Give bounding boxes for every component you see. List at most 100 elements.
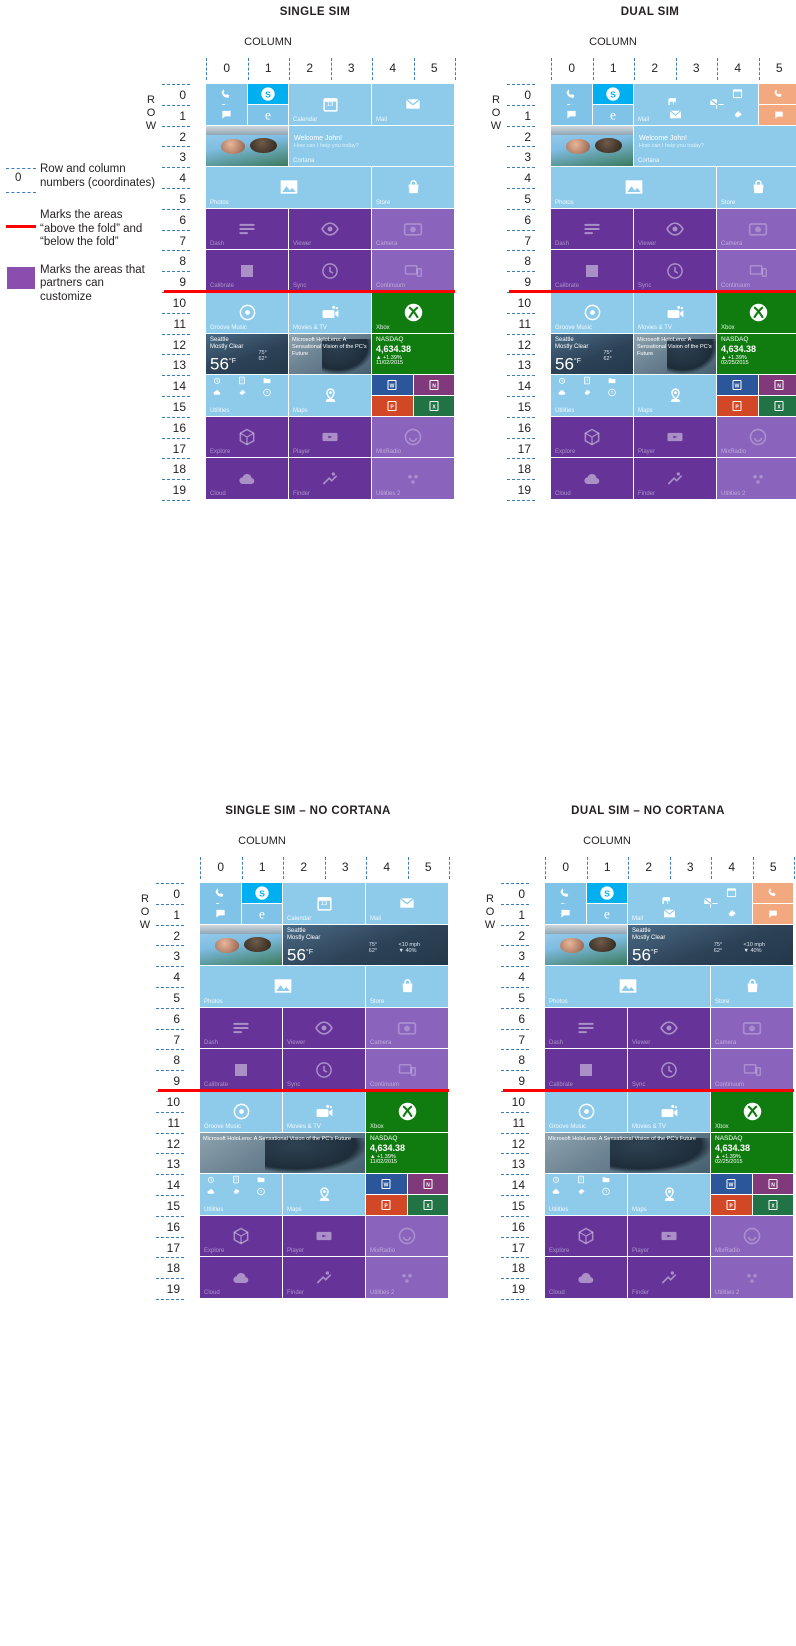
tile-powerpoint[interactable]: P bbox=[366, 1195, 407, 1215]
tile-messaging[interactable] bbox=[551, 104, 592, 125]
tile-people[interactable]: People bbox=[551, 125, 633, 167]
tile-news[interactable]: NewsMicrosoft HoloLens: A Sensational Vi… bbox=[289, 333, 371, 375]
tile-cloud[interactable]: Cloud bbox=[545, 1257, 627, 1298]
tile-maps[interactable]: Maps bbox=[283, 1174, 365, 1215]
tile-groove-music[interactable]: Groove Music bbox=[551, 292, 633, 333]
tile-mail[interactable]: Mail bbox=[634, 104, 716, 125]
tile-settings-2[interactable] bbox=[717, 104, 758, 125]
tile-money[interactable]: MoneyNASDAQ4,634.38▲ +1.39%11/02/2015 bbox=[366, 1132, 448, 1174]
tile-mail[interactable]: Mail bbox=[372, 84, 454, 125]
tile-sync[interactable]: Sync bbox=[289, 250, 371, 291]
tile-news[interactable]: NewsMicrosoft HoloLens: A Sensational Vi… bbox=[545, 1132, 710, 1174]
tile-player[interactable]: Player bbox=[283, 1215, 365, 1257]
tile-utilities-2[interactable]: Utilities 2 bbox=[711, 1257, 793, 1298]
tile-cloud[interactable]: Cloud bbox=[551, 458, 633, 499]
tile-continuum[interactable]: Continuum bbox=[711, 1049, 793, 1090]
tile-explore[interactable]: Explore bbox=[200, 1215, 282, 1257]
tile-word[interactable]: W bbox=[366, 1174, 407, 1194]
tile-finder[interactable]: Finder bbox=[634, 458, 716, 499]
tile-xbox[interactable]: Xbox bbox=[372, 292, 454, 333]
tile-utilities-2[interactable]: Utilities 2 bbox=[372, 458, 454, 499]
tile-utilities-2[interactable]: Utilities 2 bbox=[717, 458, 796, 499]
tile-sync[interactable]: Sync bbox=[628, 1049, 710, 1090]
tile-photos[interactable]: Photos bbox=[551, 167, 716, 208]
tile-people[interactable]: People bbox=[206, 125, 288, 167]
tile-phone-2[interactable] bbox=[758, 84, 796, 104]
tile-cloud[interactable]: Cloud bbox=[206, 458, 288, 499]
tile-messaging[interactable] bbox=[206, 104, 247, 125]
tile-weather[interactable]: WeatherSeattleMostly Clear56°F75°62°<10 … bbox=[283, 924, 448, 966]
tile-messaging[interactable] bbox=[545, 903, 586, 924]
tile-onenote[interactable]: N bbox=[407, 1174, 448, 1194]
tile-photos[interactable]: Photos bbox=[545, 966, 710, 1007]
tile-people[interactable]: People bbox=[200, 924, 282, 966]
tile-mixradio[interactable]: MixRadio bbox=[366, 1215, 448, 1257]
tile-store[interactable]: Store bbox=[717, 167, 796, 208]
tile-messaging[interactable] bbox=[200, 903, 241, 924]
tile-phone[interactable] bbox=[206, 84, 247, 104]
tile-calibrate[interactable]: Calibrate bbox=[206, 250, 288, 291]
tile-dash[interactable]: Dash bbox=[551, 208, 633, 250]
tile-excel[interactable]: X bbox=[752, 1195, 793, 1215]
tile-mail[interactable]: Mail bbox=[366, 883, 448, 924]
tile-viewer[interactable]: Viewer bbox=[628, 1007, 710, 1049]
tile-weather[interactable]: WeatherSeattleMostly Clear56°F75°62°<10 … bbox=[628, 924, 793, 966]
tile-messaging-2[interactable] bbox=[758, 104, 796, 125]
tile-cloud[interactable]: Cloud bbox=[200, 1257, 282, 1298]
tile-edge[interactable]: e bbox=[247, 104, 288, 125]
tile-word[interactable]: W bbox=[717, 375, 758, 395]
tile-excel[interactable]: X bbox=[407, 1195, 448, 1215]
tile-cortana[interactable]: Cortana Welcome John! How can I help you t… bbox=[634, 125, 796, 167]
tile-store[interactable]: Store bbox=[711, 966, 793, 1007]
tile-calendar-2[interactable] bbox=[711, 883, 752, 903]
tile-skype[interactable]: S bbox=[586, 883, 627, 903]
tile-groove-music[interactable]: Groove Music bbox=[545, 1091, 627, 1132]
tile-messaging-2[interactable] bbox=[752, 903, 793, 924]
tile-sync[interactable]: Sync bbox=[283, 1049, 365, 1090]
tile-phone-2[interactable] bbox=[752, 883, 793, 903]
tile-explore[interactable]: Explore bbox=[206, 416, 288, 458]
tile-excel[interactable]: X bbox=[758, 396, 796, 416]
tile-store[interactable]: Store bbox=[372, 167, 454, 208]
tile-edge[interactable]: e bbox=[241, 903, 282, 924]
tile-maps[interactable]: Maps bbox=[634, 375, 716, 416]
tile-movies-tv[interactable]: Movies & TV bbox=[283, 1091, 365, 1132]
tile-continuum[interactable]: Continuum bbox=[717, 250, 796, 291]
tile-news[interactable]: NewsMicrosoft HoloLens: A Sensational Vi… bbox=[200, 1132, 365, 1174]
tile-explore[interactable]: Explore bbox=[551, 416, 633, 458]
tile-dash[interactable]: Dash bbox=[200, 1007, 282, 1049]
tile-phone[interactable] bbox=[200, 883, 241, 903]
tile-phone[interactable] bbox=[551, 84, 592, 104]
tile-viewer[interactable]: Viewer bbox=[289, 208, 371, 250]
tile-mixradio[interactable]: MixRadio bbox=[711, 1215, 793, 1257]
tile-calibrate[interactable]: Calibrate bbox=[200, 1049, 282, 1090]
tile-continuum[interactable]: Continuum bbox=[366, 1049, 448, 1090]
tile-skype[interactable]: S bbox=[247, 84, 288, 104]
tile-explore[interactable]: Explore bbox=[545, 1215, 627, 1257]
tile-powerpoint[interactable]: P bbox=[372, 396, 413, 416]
tile-money[interactable]: MoneyNASDAQ4,634.38▲ +1.39%02/25/2015 bbox=[717, 333, 796, 375]
tile-utilities-2[interactable]: Utilities 2 bbox=[366, 1257, 448, 1298]
tile-powerpoint[interactable]: P bbox=[711, 1195, 752, 1215]
tile-sync[interactable]: Sync bbox=[634, 250, 716, 291]
tile-calendar-2[interactable] bbox=[717, 84, 758, 104]
tile-groove-music[interactable]: Groove Music bbox=[200, 1091, 282, 1132]
tile-edge[interactable]: e bbox=[586, 903, 627, 924]
tile-skype[interactable]: S bbox=[241, 883, 282, 903]
tile-viewer[interactable]: Viewer bbox=[634, 208, 716, 250]
tile-dash[interactable]: Dash bbox=[206, 208, 288, 250]
tile-calibrate[interactable]: Calibrate bbox=[545, 1049, 627, 1090]
tile-word[interactable]: W bbox=[372, 375, 413, 395]
tile-finder[interactable]: Finder bbox=[283, 1257, 365, 1298]
tile-player[interactable]: Player bbox=[634, 416, 716, 458]
tile-onenote[interactable]: N bbox=[758, 375, 796, 395]
tile-maps[interactable]: Maps bbox=[289, 375, 371, 416]
tile-people[interactable]: People bbox=[545, 924, 627, 966]
tile-photos[interactable]: Photos bbox=[200, 966, 365, 1007]
tile-edge[interactable]: e bbox=[592, 104, 633, 125]
tile-calendar[interactable]: 13 Calendar bbox=[289, 84, 371, 125]
tile-mixradio[interactable]: MixRadio bbox=[372, 416, 454, 458]
tile-photos[interactable]: Photos bbox=[206, 167, 371, 208]
tile-utilities[interactable]: Utilities? bbox=[551, 375, 633, 416]
